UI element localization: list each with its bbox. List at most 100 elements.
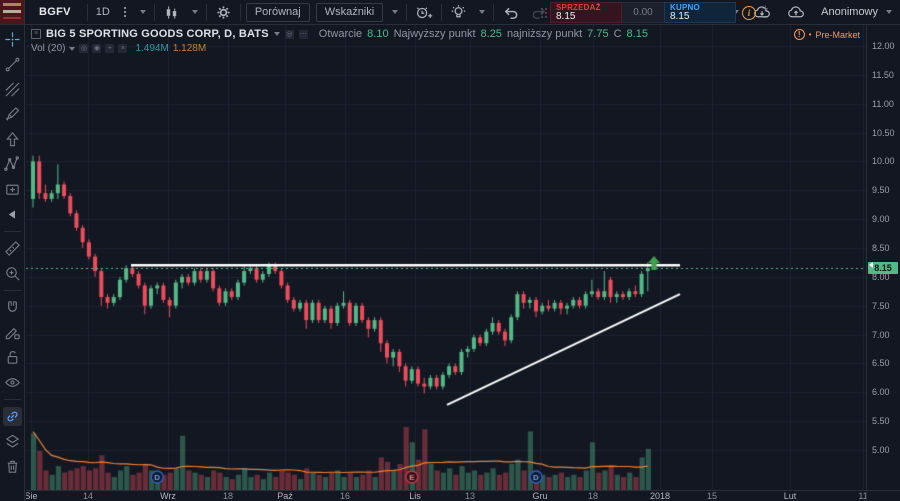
- pattern-tool[interactable]: [3, 155, 22, 174]
- add-alert-button[interactable]: [409, 2, 439, 23]
- layers-icon: [5, 434, 19, 448]
- undo-button[interactable]: [496, 2, 525, 23]
- sell-label: SPRZEDAŻ: [556, 3, 601, 12]
- shapes-tool[interactable]: [3, 130, 22, 149]
- candlestick-icon: [166, 5, 177, 19]
- hide-drawings-button[interactable]: [3, 373, 22, 392]
- forecast-tool[interactable]: [3, 180, 22, 199]
- time-tick-label: 14: [82, 491, 94, 501]
- broker-logo[interactable]: [0, 0, 25, 24]
- sync-drawings-button[interactable]: [2, 407, 22, 426]
- account-name[interactable]: Anonimowy: [821, 6, 878, 18]
- ideas-dropdown[interactable]: [473, 2, 491, 23]
- vol-add-icon[interactable]: +: [105, 44, 115, 53]
- indicators-button[interactable]: Wskaźniki: [315, 2, 384, 22]
- vol-remove-icon[interactable]: ×: [118, 44, 128, 53]
- trash-icon: [7, 460, 17, 473]
- legend-eye-icon[interactable]: ◎: [284, 29, 294, 39]
- ruler-icon: [4, 241, 20, 256]
- trend-line-tool[interactable]: [3, 55, 22, 74]
- legend-menu-icon[interactable]: ≡: [31, 29, 41, 39]
- spread-value: 0.00: [622, 2, 664, 23]
- collapse-toolbar-button[interactable]: [3, 205, 22, 224]
- toolbar-right-cluster: Anonimowy: [707, 2, 900, 23]
- chevron-down-icon[interactable]: [273, 32, 280, 39]
- chart-settings-button[interactable]: [209, 2, 238, 23]
- link-icon: [6, 411, 18, 422]
- axis-corner: [866, 490, 900, 501]
- indicators-dropdown[interactable]: [386, 2, 404, 23]
- low-label: najniższy punkt: [506, 28, 583, 40]
- chevron-down-icon: [733, 10, 740, 17]
- account-dropdown[interactable]: [882, 2, 896, 23]
- ideas-button[interactable]: [444, 2, 473, 23]
- time-tick-label: Gru: [532, 491, 548, 501]
- price-tick-label: 7.50: [872, 300, 890, 311]
- price-tick-label: 11.00: [872, 98, 894, 109]
- crosshair-tool[interactable]: [3, 30, 22, 49]
- time-tick-label: 13: [464, 491, 476, 501]
- pencil-lock-icon: [5, 327, 20, 340]
- price-tick-label: 6.50: [872, 358, 890, 369]
- high-value: 8.25: [480, 28, 502, 40]
- object-tree-button[interactable]: [3, 432, 22, 451]
- order-panel: SPRZEDAŻ 8.15 0.00 KUPNO 8.15 + ‒: [538, 2, 768, 23]
- top-toolbar: BGFV 1D Porównaj Wskaźniki SPRZEDAŻ: [0, 0, 900, 25]
- order-info-icon[interactable]: [742, 5, 756, 20]
- time-tick-label: Paź: [277, 491, 293, 501]
- compare-button[interactable]: Porównaj: [245, 2, 310, 22]
- time-tick-label: 18: [587, 491, 599, 501]
- lock-drawings-button[interactable]: [3, 348, 22, 367]
- undo-icon: [504, 7, 518, 19]
- legend-more-icon[interactable]: ⋯: [298, 29, 308, 39]
- zoom-in-tool[interactable]: [3, 264, 22, 283]
- price-tick-label: 7.00: [872, 329, 890, 340]
- sell-button[interactable]: SPRZEDAŻ 8.15: [550, 2, 622, 23]
- low-value: 7.75: [587, 28, 609, 40]
- time-tick-label: 11: [858, 491, 866, 501]
- price-axis[interactable]: 8.15 12.00 11.50 11.00 10.50 10.00 9.50 9.00 8.…: [866, 25, 900, 490]
- time-tick-label: 16: [339, 491, 351, 501]
- sell-price: 8.15: [556, 11, 576, 22]
- chevron-down-icon[interactable]: [69, 46, 76, 54]
- chart-style-button[interactable]: [157, 2, 186, 23]
- magnet-mode-button[interactable]: [3, 298, 22, 317]
- price-tick-label: 5.50: [872, 416, 890, 427]
- measure-tool[interactable]: [3, 239, 22, 258]
- eye-icon: [4, 378, 20, 387]
- minus-icon: ‒: [762, 11, 768, 22]
- premarket-badge: • Pre-Market: [793, 29, 860, 40]
- price-tick-label: 8.00: [872, 271, 890, 282]
- chevron-down-icon: [139, 10, 146, 17]
- add-order-button[interactable]: + ‒: [762, 2, 768, 23]
- remove-drawings-button[interactable]: [3, 457, 22, 476]
- crosshair-icon: [4, 32, 20, 47]
- brush-tool[interactable]: [3, 105, 22, 124]
- vol-eye-icon[interactable]: ◎: [79, 44, 89, 53]
- buy-button[interactable]: KUPNO 8.15: [664, 2, 736, 23]
- price-tick-label: 10.00: [872, 156, 895, 167]
- lightbulb-icon: [451, 4, 466, 17]
- magnet-icon: [7, 301, 17, 312]
- symbol-title[interactable]: BIG 5 SPORTING GOODS CORP, D, BATS: [46, 28, 269, 40]
- gann-fib-tool[interactable]: [3, 80, 22, 99]
- symbol-input[interactable]: BGFV: [39, 6, 71, 18]
- interval-menu-button[interactable]: [116, 2, 134, 23]
- time-axis[interactable]: Sie 14 Wrz 18 Paź 16 Lis 13 Gru 18 2018 15 Lut 11: [26, 490, 866, 501]
- volume-indicator-label[interactable]: Vol (20): [31, 43, 66, 54]
- interval-dropdown[interactable]: [134, 2, 152, 23]
- vol-settings-icon[interactable]: ◉: [92, 44, 102, 53]
- buy-label: KUPNO: [670, 3, 700, 12]
- open-value: 8.10: [367, 28, 389, 40]
- chevron-down-icon: [191, 10, 198, 17]
- drawing-mode-lock-button[interactable]: [3, 323, 22, 342]
- price-chart-canvas[interactable]: [26, 25, 866, 490]
- order-panel-drag-handle[interactable]: [538, 2, 550, 23]
- chart-style-dropdown[interactable]: [186, 2, 204, 23]
- save-layout-button[interactable]: [779, 2, 813, 23]
- interval-button[interactable]: 1D: [95, 6, 110, 18]
- close-label: C: [613, 28, 622, 40]
- price-tick-label: 10.50: [872, 127, 895, 138]
- chevron-down-icon: [886, 10, 892, 17]
- cloud-upload-icon: [788, 5, 805, 17]
